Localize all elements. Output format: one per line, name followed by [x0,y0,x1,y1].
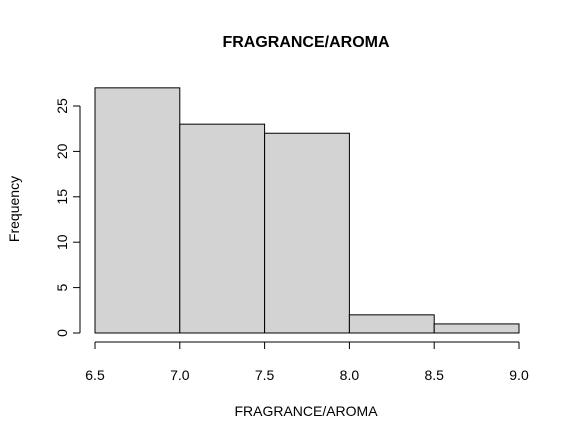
y-tick-label: 10 [54,234,70,250]
x-tick-label: 6.5 [85,367,105,383]
histogram-bar-2 [179,123,266,334]
x-axis: 6.5 7.0 7.5 8.0 8.5 9.0 [85,341,529,383]
x-tick-label: 7.5 [255,367,275,383]
x-tick-label: 8.5 [424,367,444,383]
histogram-bar-3 [264,132,350,334]
x-tick-label: 8.0 [340,367,360,383]
y-tick-label: 0 [54,329,70,337]
histogram-bar-1 [94,87,181,334]
x-tick-label: 7.0 [170,367,190,383]
histogram-bar-4 [348,314,435,334]
y-tick-label: 5 [54,283,70,291]
y-tick-label: 25 [54,98,70,114]
y-axis: 0 5 10 15 20 25 [54,98,81,337]
x-axis-label: FRAGRANCE/AROMA [234,403,378,419]
bars-group [94,87,520,334]
chart-title: FRAGRANCE/AROMA [222,34,390,51]
histogram-bar-5 [433,323,520,334]
y-tick-label: 20 [54,143,70,159]
y-tick-label: 15 [54,189,70,205]
x-tick-label: 9.0 [509,367,529,383]
y-axis-label: Frequency [6,176,22,242]
